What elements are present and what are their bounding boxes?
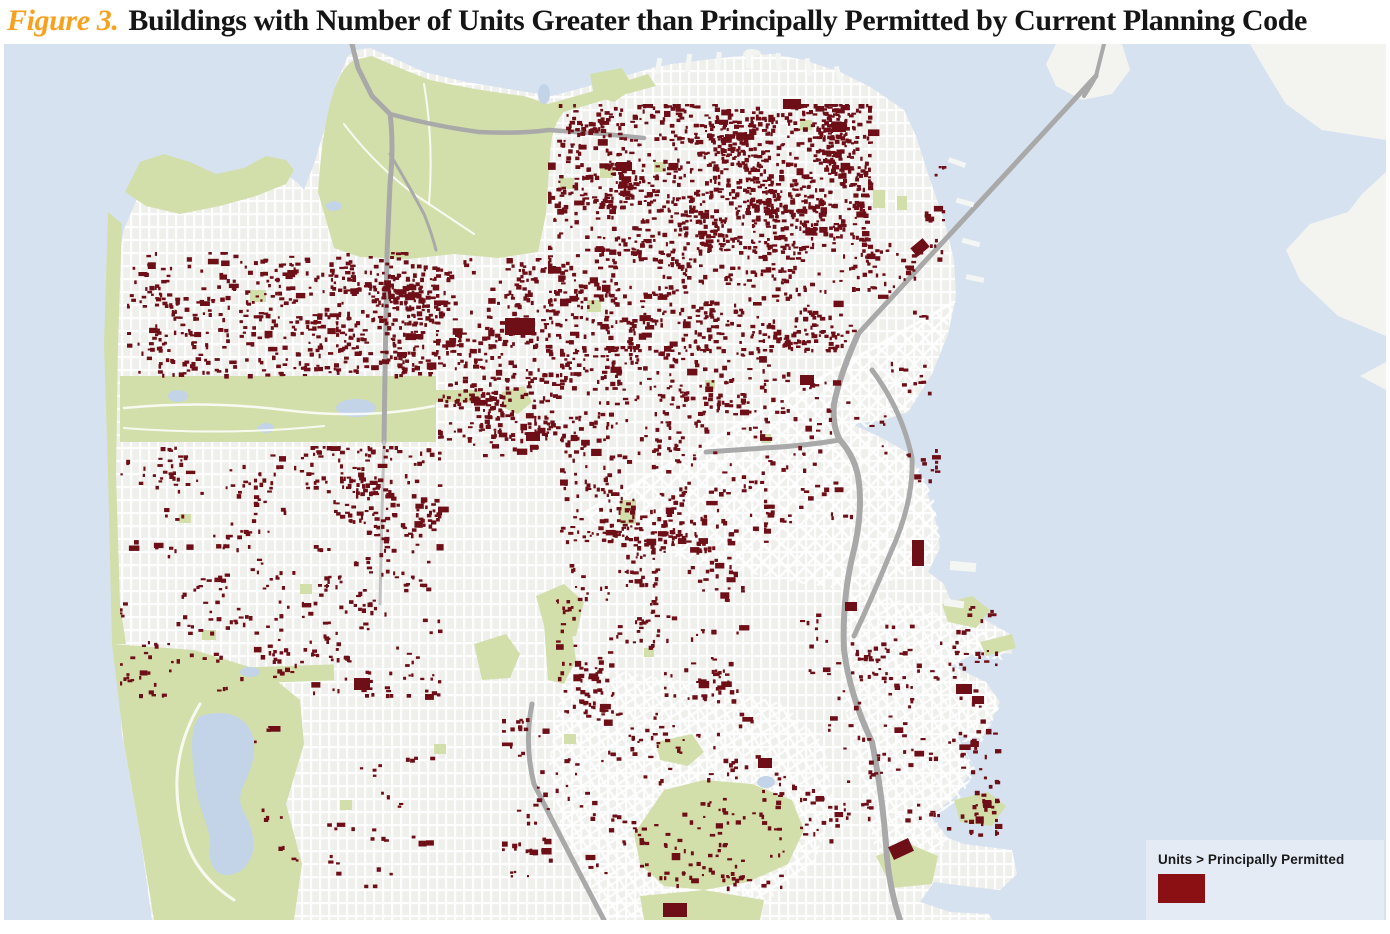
map-legend: Units > Principally Permitted <box>1146 840 1384 920</box>
doyle-drive <box>387 111 647 141</box>
pine-lake <box>240 667 260 677</box>
neighborhood-parks <box>179 120 907 810</box>
fort-mason-park <box>590 68 634 102</box>
golden-gate-bridge-approach <box>349 44 393 117</box>
market-street <box>580 300 956 516</box>
palace-of-fine-arts-lagoon <box>538 84 550 104</box>
presidio-blvd <box>388 152 438 252</box>
lakes-layer <box>168 84 775 876</box>
mclaren-pond <box>757 776 775 788</box>
spreckels-lake <box>168 390 188 402</box>
piers-layer <box>654 49 985 609</box>
legend-label: Units > Principally Permitted <box>1158 852 1345 867</box>
east-bay-land <box>1250 44 1386 390</box>
large-building-clusters <box>354 99 984 917</box>
interstate-280 <box>851 367 915 639</box>
legend-swatch <box>1158 874 1205 903</box>
mount-davidson-park <box>474 634 520 680</box>
presidio-trail-2 <box>423 83 432 205</box>
mountain-lake <box>326 201 342 211</box>
lands-end-park <box>125 154 294 214</box>
twin-peaks-park <box>536 584 584 640</box>
bay-bridge-east-span <box>1082 44 1106 98</box>
ocean-beach-strip <box>104 212 126 644</box>
lake-merced <box>192 713 255 876</box>
figure-title: Buildings with Number of Units Greater t… <box>128 4 1307 37</box>
soma-street-grid <box>582 300 956 589</box>
highway-101 <box>830 331 903 920</box>
buildings-layer <box>120 104 1003 892</box>
golden-gate-park-drive-south <box>123 425 325 433</box>
stern-grove <box>237 664 335 684</box>
interstate-280-south <box>525 701 607 920</box>
treasure-island <box>1046 44 1130 100</box>
map-container <box>4 44 1386 920</box>
central-freeway <box>703 437 843 455</box>
presidio-park <box>318 56 656 259</box>
roads-layer <box>349 44 1106 920</box>
figure-header: Figure 3. Buildings with Number of Units … <box>0 0 1390 44</box>
figure-label: Figure 3. <box>7 4 119 37</box>
bay-bridge <box>855 73 1099 337</box>
candlestick-point-park <box>954 792 1006 826</box>
stow-lake <box>336 399 376 417</box>
lake-merced-blvd <box>175 702 236 902</box>
san-francisco-map <box>4 44 1386 920</box>
mclaren-park <box>634 780 804 890</box>
golden-gate-park-drive <box>122 403 436 416</box>
